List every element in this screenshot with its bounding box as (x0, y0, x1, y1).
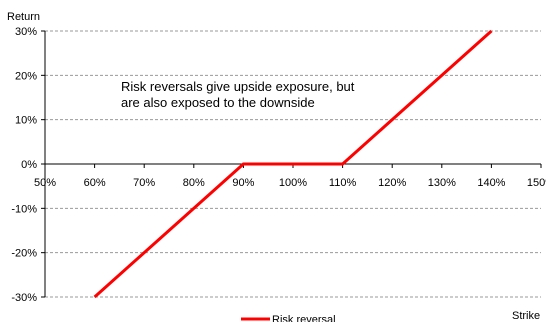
series-line-risk-reversal (93, 29, 493, 299)
x-tick-label: 70% (133, 177, 155, 189)
y-tick-labels: 30% 20% 10% 0% -10% -20% -30% (11, 26, 37, 304)
legend-label-risk-reversal: Risk reversal (272, 314, 336, 322)
x-tick-labels: 50% 60% 70% 80% 90% 100% 110% 120% 130% 140% 150% (34, 177, 546, 189)
y-tick-label: 10% (15, 115, 37, 127)
x-tick-label: 120% (378, 177, 406, 189)
x-tick-label: 60% (84, 177, 106, 189)
x-tick-label: 110% (329, 177, 357, 189)
x-tick-label: 100% (279, 177, 307, 189)
series-layer (93, 29, 493, 299)
y-tick-label: -30% (11, 292, 37, 304)
y-axis-label: Return (7, 11, 40, 23)
annotation-line-1: Risk reversals give upside exposure, but (121, 79, 355, 94)
y-tick-label: 20% (15, 70, 37, 82)
x-tick-label: 80% (183, 177, 205, 189)
x-axis-label: Strike (512, 310, 540, 322)
y-tick-label: -10% (11, 203, 37, 215)
x-tick-label: 150% (527, 177, 546, 189)
x-tick-label: 130% (428, 177, 456, 189)
x-tick-label: 50% (34, 177, 56, 189)
x-tick-label: 90% (232, 177, 254, 189)
legend: Risk reversal (241, 314, 336, 322)
gridlines (45, 30, 541, 298)
y-tick-label: -20% (11, 248, 37, 260)
x-tick-label: 140% (477, 177, 505, 189)
annotation-line-2: are also exposed to the downside (121, 95, 315, 110)
y-tick-label: 30% (15, 26, 37, 38)
y-tick-label: 0% (21, 159, 37, 171)
